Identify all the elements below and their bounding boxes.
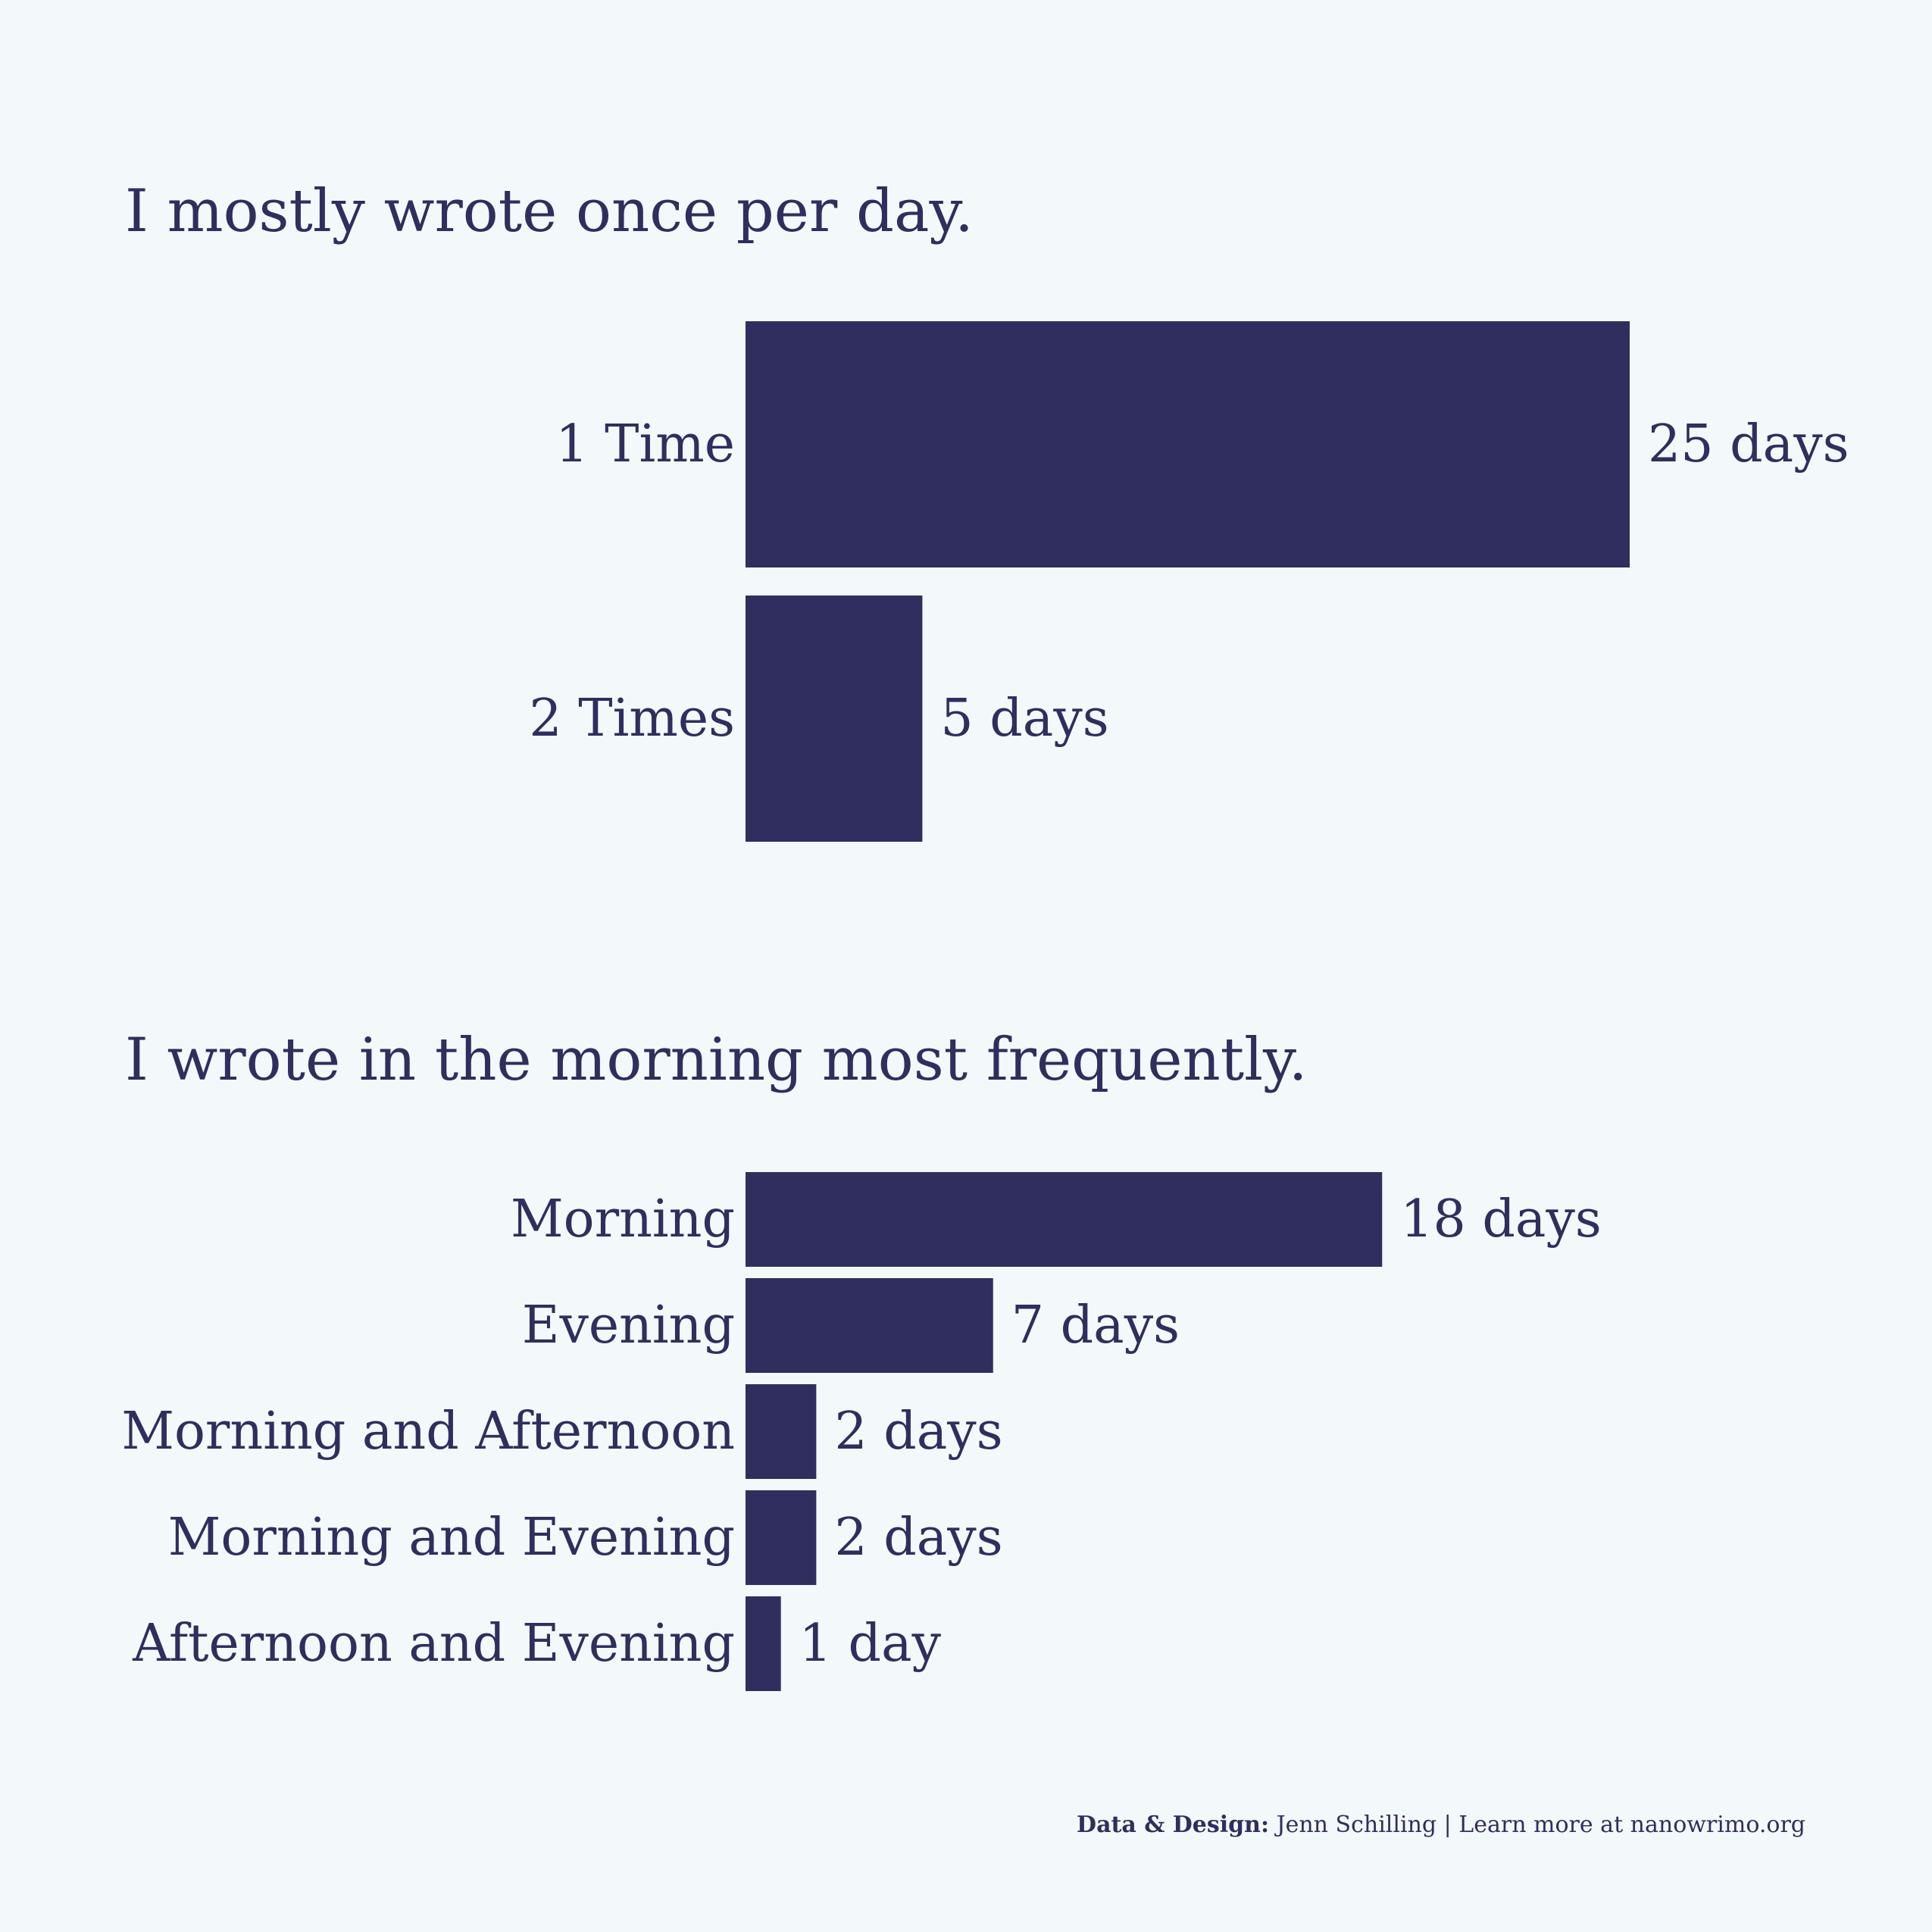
bar-2-4 bbox=[746, 1490, 817, 1585]
chart-2-bars: Morning 18 days Evening 7 days Morning and A… bbox=[121, 1172, 1602, 1691]
value-label-2-2: 7 days bbox=[1011, 1296, 1180, 1355]
value-label-1-1: 25 days bbox=[1648, 414, 1849, 474]
caption: Data & Design: Jenn Schilling | Learn mo… bbox=[1077, 1812, 1805, 1838]
category-label-2-1: Morning bbox=[511, 1190, 735, 1249]
bar-2-3 bbox=[746, 1384, 817, 1479]
value-label-1-2: 5 days bbox=[940, 689, 1108, 749]
category-label-2-3: Morning and Afternoon bbox=[121, 1402, 735, 1462]
category-label-1-1: 1 Time bbox=[555, 414, 735, 474]
bar-2-2 bbox=[746, 1278, 993, 1373]
bar-1-2 bbox=[746, 596, 923, 842]
category-label-1-2: 2 Times bbox=[529, 689, 735, 749]
value-label-2-3: 2 days bbox=[834, 1402, 1002, 1462]
category-label-2-4: Morning and Evening bbox=[168, 1508, 735, 1568]
chart-1-title: I mostly wrote once per day. bbox=[125, 177, 974, 245]
category-label-2-5: Afternoon and Evening bbox=[132, 1614, 735, 1674]
chart-2-title: I wrote in the morning most frequently. bbox=[125, 1026, 1308, 1094]
bar-2-1 bbox=[746, 1172, 1383, 1267]
bar-1-1 bbox=[746, 321, 1630, 567]
value-label-2-4: 2 days bbox=[834, 1508, 1002, 1568]
bar-2-5 bbox=[746, 1596, 781, 1691]
chart-1-bars: 1 Time 25 days 2 Times 5 days bbox=[529, 321, 1849, 842]
caption-text: Jenn Schilling | Learn more at nanowrimo… bbox=[1269, 1812, 1805, 1838]
caption-label: Data & Design: bbox=[1077, 1812, 1269, 1838]
value-label-2-5: 1 day bbox=[799, 1614, 942, 1674]
category-label-2-2: Evening bbox=[522, 1296, 735, 1355]
value-label-2-1: 18 days bbox=[1400, 1190, 1602, 1249]
